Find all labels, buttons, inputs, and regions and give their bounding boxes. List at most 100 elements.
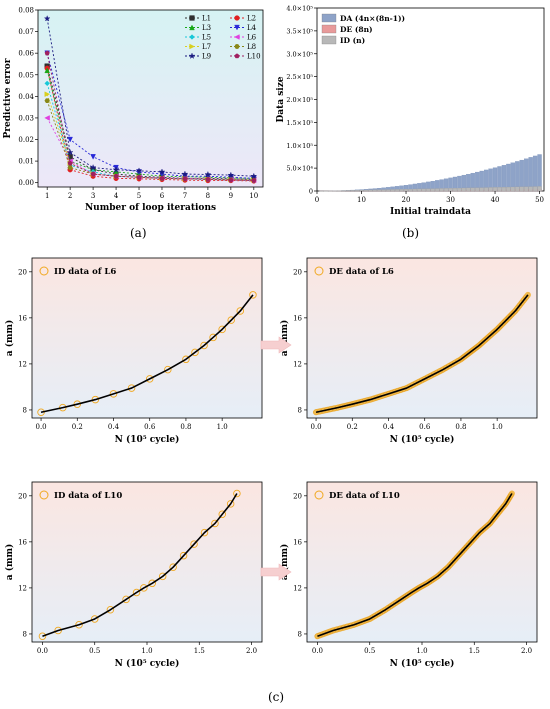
bar-id: [377, 189, 382, 192]
x-tick-label: 10: [357, 196, 366, 204]
y-tick-label: 1.0×10⁵: [286, 142, 313, 150]
x-tick-label: 0.0: [310, 423, 321, 431]
data-point: [498, 321, 505, 328]
y-tick-label: 0.08: [18, 7, 34, 15]
data-point: [438, 570, 445, 577]
y-tick-label: 0.02: [18, 136, 34, 144]
bar-id: [510, 186, 515, 192]
fit-curve: [40, 294, 254, 414]
data-point: [494, 326, 501, 333]
data-point: [508, 492, 514, 499]
data-point: [509, 311, 516, 317]
data-point: [443, 565, 450, 572]
data-point: [502, 501, 509, 507]
bar-id: [390, 189, 395, 192]
bar-da: [528, 157, 533, 192]
data-point-l9: [158, 168, 166, 175]
legend-label: DE (8n): [340, 25, 373, 34]
y-tick-label: 8: [23, 406, 27, 414]
data-point: [106, 606, 115, 614]
bar-id: [501, 187, 507, 192]
bar-id: [408, 188, 413, 192]
y-axis-title: Data size: [276, 76, 286, 122]
legend-marker: [234, 34, 240, 40]
fit-curve: [315, 294, 529, 414]
data-point: [473, 533, 479, 540]
x-tick-label: 0.5: [89, 647, 100, 655]
data-point-l4: [90, 154, 96, 160]
x-axis-title: N (10⁵ cycle): [390, 658, 455, 669]
y-tick-label: 12: [293, 360, 302, 368]
x-tick-label: 1.0: [416, 647, 427, 655]
legend-label: L5: [202, 34, 211, 42]
y-tick-label: 16: [293, 314, 302, 322]
data-point: [236, 307, 245, 315]
y-tick-label: 12: [293, 584, 302, 592]
bar-da: [519, 159, 524, 192]
y-tick-label: 3.0×10⁵: [286, 50, 313, 58]
legend-swatch: [321, 24, 337, 34]
bar-id: [532, 186, 538, 192]
x-tick-label: 0.2: [347, 423, 358, 431]
data-point: [353, 620, 360, 627]
data-point: [218, 510, 227, 518]
data-point: [452, 359, 458, 366]
y-tick-label: 0.05: [18, 71, 34, 79]
error-line-chart: 0.00 0.01 0.02 0.03 0.04 0.05 0.06 0.07 0.08 1 2 3 4…: [3, 7, 264, 213]
legend-swatch: [321, 35, 337, 45]
data-point-l10: [90, 171, 96, 177]
bar-id: [372, 189, 377, 192]
legend-swatch: [321, 13, 337, 23]
de-data-l10-chart: 8 12 16 20 0.0 0.5 1.0 1.5 2.0 N (10⁵ cycle) a (mm…: [279, 481, 538, 669]
data-size-bar-chart: 0 5.0×10⁴ 1.0×10⁵ 1.5×10⁵ 2.0×10⁵ 2.5×10⁵ 3.0×…: [276, 5, 545, 215]
plot-area: [31, 481, 263, 643]
data-point-l10: [67, 160, 73, 166]
data-point: [506, 314, 513, 320]
x-tick-label: 2: [68, 192, 72, 200]
data-point: [450, 558, 457, 565]
data-point: [412, 380, 419, 387]
x-tick-label: 6: [160, 192, 165, 200]
x-tick-label: 0.0: [312, 647, 323, 655]
data-point: [249, 291, 257, 299]
x-tick-label: 0.5: [364, 647, 375, 655]
x-axis-title: N (10⁵ cycle): [115, 658, 180, 669]
y-tick-label: 16: [18, 538, 27, 546]
bar-id: [395, 189, 400, 192]
id-data-l10-chart: 8 12 16 20 0.0 0.5 1.0 1.5 2.0 N (10⁵ cycle) a (mm…: [4, 481, 263, 669]
data-point: [446, 363, 452, 370]
legend-label: L3: [202, 24, 211, 32]
data-point: [504, 497, 511, 504]
legend-label: L10: [247, 53, 261, 61]
series-line-l3: [46, 70, 254, 179]
x-tick-label: 30: [446, 196, 455, 204]
data-point: [90, 615, 99, 623]
data-point-l9: [89, 163, 97, 171]
y-axis-title: Predictive error: [3, 58, 13, 138]
arrow-icon-l10: [260, 563, 292, 581]
data-point: [430, 371, 437, 378]
bar-id: [350, 190, 355, 192]
x-tick-label: 0.0: [35, 423, 46, 431]
x-tick-label: 0.8: [180, 423, 191, 431]
data-point: [325, 629, 331, 636]
legend-label: L9: [202, 53, 211, 61]
data-point: [227, 316, 235, 324]
x-tick-label: 0.8: [455, 423, 466, 431]
legend-marker: [314, 266, 324, 276]
x-tick-label: 0.0: [37, 647, 48, 655]
data-point: [506, 494, 513, 500]
data-point: [422, 581, 429, 587]
data-point: [421, 581, 428, 588]
legend-marker: [234, 24, 240, 31]
fit-curve: [42, 493, 238, 637]
data-point: [75, 620, 83, 629]
bar-id: [386, 189, 391, 192]
data-point: [465, 350, 472, 357]
y-axis-title: a (mm): [279, 320, 290, 357]
bar-id: [497, 187, 502, 192]
data-point: [458, 356, 464, 363]
x-axis-title: Initial traindata: [390, 207, 471, 215]
x-tick-label: 1.0: [141, 647, 152, 655]
data-point: [327, 628, 334, 635]
